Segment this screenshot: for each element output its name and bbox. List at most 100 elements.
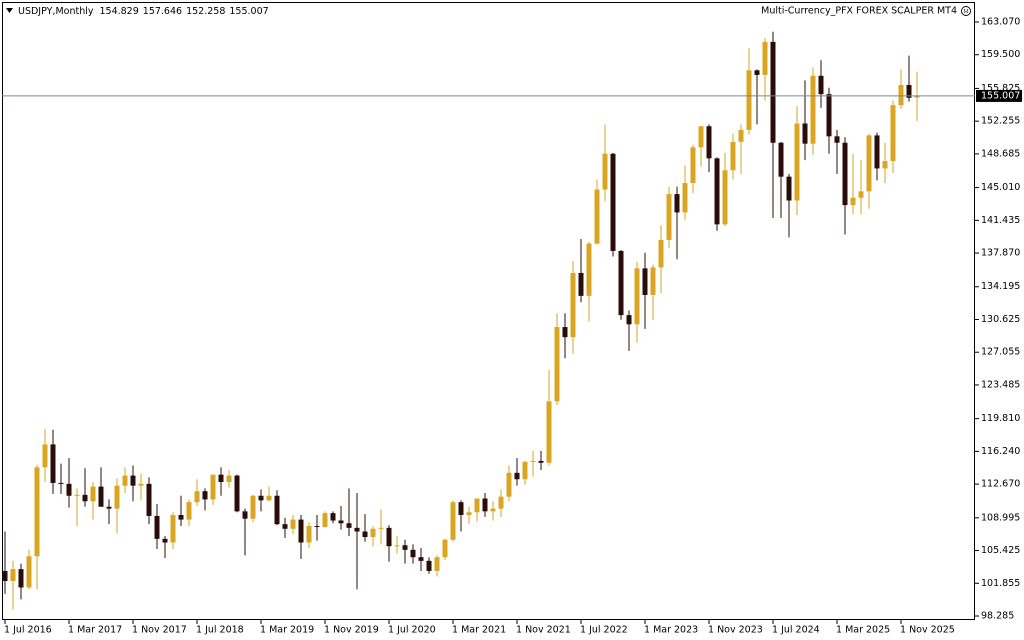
candle-body bbox=[106, 506, 112, 509]
candle-body bbox=[858, 191, 864, 198]
x-tick-label: 1 Nov 2025 bbox=[900, 625, 955, 636]
smiley-icon bbox=[961, 6, 971, 16]
y-tick-label: 159.500 bbox=[981, 49, 1020, 60]
y-tick-label: 105.425 bbox=[981, 545, 1020, 556]
candle-body bbox=[306, 526, 312, 543]
candle-body bbox=[274, 495, 280, 525]
candle-body bbox=[618, 250, 624, 316]
candle-body bbox=[882, 161, 888, 169]
candle-body bbox=[490, 508, 496, 512]
candle-body bbox=[738, 129, 744, 142]
candle-body bbox=[466, 512, 472, 516]
candle-body bbox=[642, 268, 648, 295]
candle-body bbox=[186, 502, 192, 520]
x-tick-label: 1 Nov 2023 bbox=[708, 625, 763, 636]
y-tick-label: 127.055 bbox=[981, 347, 1020, 358]
y-tick-label: 163.070 bbox=[981, 16, 1020, 27]
candle-body bbox=[722, 170, 728, 225]
candle-body bbox=[354, 527, 360, 532]
candle-body bbox=[162, 538, 168, 543]
candle-body bbox=[378, 527, 384, 529]
candle-body bbox=[706, 126, 712, 159]
y-tick-label: 101.855 bbox=[981, 578, 1020, 589]
candle-body bbox=[786, 176, 792, 201]
candle-body bbox=[762, 41, 768, 75]
candle-body bbox=[50, 444, 56, 483]
candle-body bbox=[154, 515, 160, 539]
candle-body bbox=[458, 502, 464, 516]
x-tick-label: 1 Mar 2021 bbox=[452, 625, 506, 636]
candle-body bbox=[482, 498, 488, 512]
candle-body bbox=[850, 197, 856, 206]
price-label: 155.007 bbox=[981, 90, 1020, 101]
candle-body bbox=[538, 460, 544, 463]
candle-body bbox=[402, 545, 408, 550]
candle-body bbox=[602, 153, 608, 190]
candle-body bbox=[210, 474, 216, 500]
symbol: USDJPY,Monthly bbox=[18, 6, 94, 17]
x-tick-label: 1 Nov 2017 bbox=[132, 625, 187, 636]
candle-body bbox=[818, 75, 824, 95]
indicator-label: Multi-Currency_PFX FOREX SCALPER MT4 bbox=[761, 6, 957, 17]
collapse-arrow[interactable] bbox=[6, 8, 13, 13]
candle-body bbox=[770, 41, 776, 143]
candle-body bbox=[170, 515, 176, 543]
candle-body bbox=[522, 461, 528, 480]
y-tick-label: 152.255 bbox=[981, 116, 1020, 127]
x-tick-label: 1 Nov 2021 bbox=[516, 625, 571, 636]
candle-body bbox=[698, 126, 704, 148]
y-tick-label: 116.240 bbox=[981, 446, 1020, 457]
candle-body bbox=[834, 136, 840, 143]
header-high: 157.646 bbox=[143, 6, 182, 17]
y-tick-label: 145.010 bbox=[981, 182, 1020, 193]
candle-body bbox=[98, 486, 104, 507]
x-tick-label: 1 Nov 2019 bbox=[324, 625, 379, 636]
candle-body bbox=[498, 496, 504, 509]
candle-body bbox=[394, 545, 400, 547]
candle-body bbox=[338, 520, 344, 524]
y-tick-label: 119.810 bbox=[981, 413, 1020, 424]
candle-body bbox=[18, 569, 24, 588]
candle-body bbox=[730, 141, 736, 171]
candle-body bbox=[906, 84, 912, 98]
candle-body bbox=[290, 519, 296, 529]
candle-body bbox=[594, 189, 600, 244]
candle-body bbox=[386, 527, 392, 547]
candle-body bbox=[754, 70, 760, 75]
candle-body bbox=[674, 194, 680, 213]
candle-body bbox=[778, 142, 784, 177]
candle-body bbox=[258, 495, 264, 501]
candle-body bbox=[890, 105, 896, 162]
candle-body bbox=[826, 94, 832, 137]
candle-body bbox=[130, 475, 136, 486]
candle-body bbox=[74, 494, 80, 496]
candle-body bbox=[474, 498, 480, 513]
candle-body bbox=[362, 531, 368, 538]
candle-body bbox=[434, 557, 440, 571]
candle-body bbox=[842, 142, 848, 206]
y-tick-label: 98.285 bbox=[981, 611, 1014, 622]
candle-body bbox=[178, 515, 184, 520]
candle-body bbox=[690, 147, 696, 184]
header-open: 154.829 bbox=[99, 6, 138, 17]
candle-body bbox=[610, 153, 616, 251]
x-tick-label: 1 Jul 2016 bbox=[4, 625, 52, 636]
price-label-box bbox=[976, 89, 1022, 102]
candle-body bbox=[634, 268, 640, 325]
y-tick-label: 134.195 bbox=[981, 281, 1020, 292]
candle-body bbox=[58, 482, 64, 484]
candle-body bbox=[546, 401, 552, 463]
y-tick-label: 141.435 bbox=[981, 215, 1020, 226]
candle-body bbox=[138, 483, 144, 486]
candle-body bbox=[570, 272, 576, 338]
candle-body bbox=[226, 475, 232, 483]
candle-body bbox=[114, 485, 120, 509]
candle-body bbox=[346, 523, 352, 528]
candle-body bbox=[314, 526, 320, 528]
candle-body bbox=[42, 444, 48, 468]
candle-body bbox=[578, 272, 584, 296]
candle-body bbox=[530, 460, 536, 462]
header-low: 152.258 bbox=[186, 6, 225, 17]
candle-body bbox=[410, 549, 416, 558]
